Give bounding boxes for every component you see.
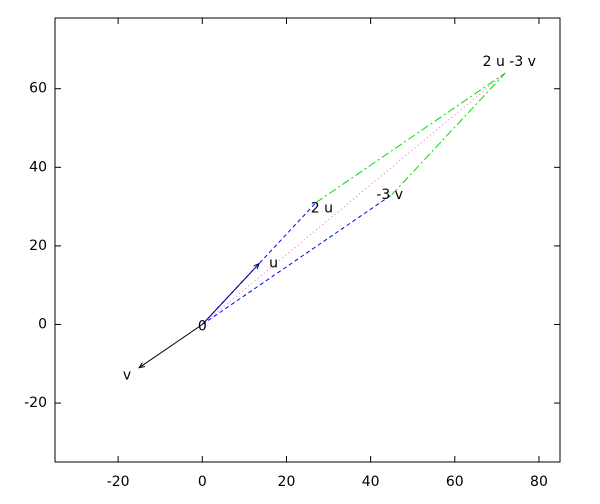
- x-tick-label: 40: [362, 474, 380, 490]
- segment: [138, 324, 203, 369]
- point-label: v: [123, 368, 131, 384]
- point-label: 0: [198, 318, 207, 334]
- segment: [201, 263, 260, 325]
- x-tick-label: 60: [446, 474, 464, 490]
- segment: [391, 72, 506, 196]
- point-label: 2 u -3 v: [483, 54, 536, 70]
- x-tick-label: -20: [107, 474, 130, 490]
- segment: [202, 194, 392, 325]
- y-tick-label: 60: [29, 81, 47, 97]
- x-tick-label: 20: [278, 474, 296, 490]
- arrow-head: [253, 262, 260, 270]
- segment: [201, 72, 506, 325]
- arrow-head: [138, 362, 146, 369]
- y-tick-label: 40: [29, 159, 47, 175]
- segment: [315, 72, 506, 204]
- y-tick-label: 20: [29, 238, 47, 254]
- y-tick-label: -20: [24, 395, 47, 411]
- x-tick-label: 0: [198, 474, 207, 490]
- plot-frame: [54, 17, 561, 463]
- point-label: u: [269, 256, 278, 272]
- point-label: 2 u: [311, 201, 333, 217]
- x-tick-label: 80: [530, 474, 548, 490]
- point-label: -3 v: [376, 187, 403, 203]
- y-tick-label: 0: [38, 316, 47, 332]
